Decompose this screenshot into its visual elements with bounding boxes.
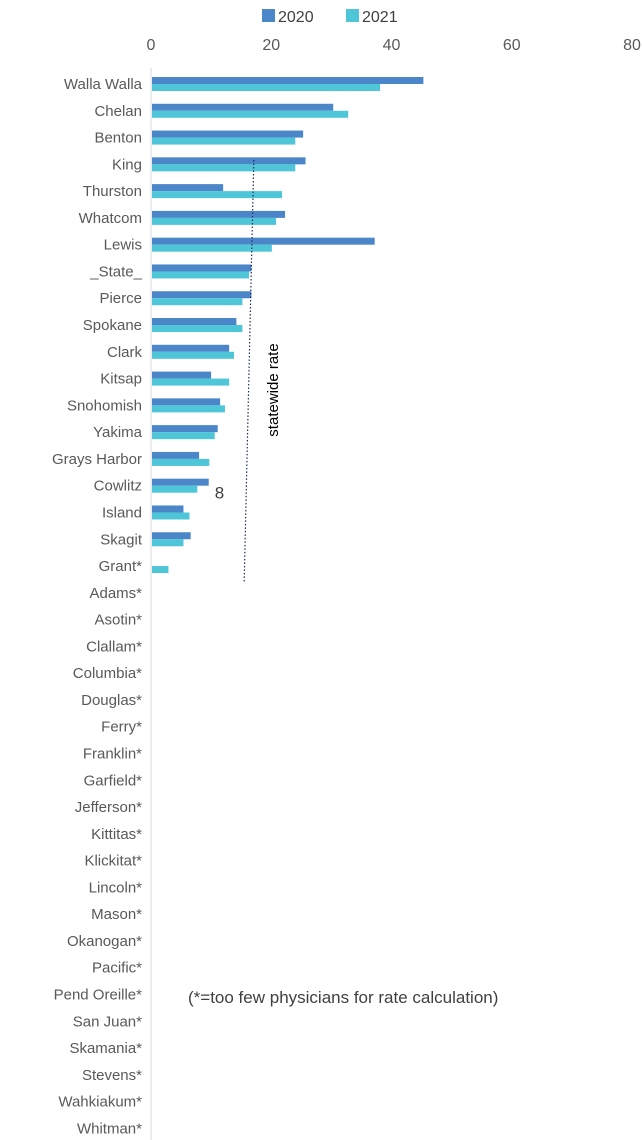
category-label: San Juan* — [73, 1013, 142, 1030]
bar-2020 — [152, 505, 184, 513]
bar-2021 — [152, 271, 250, 279]
category-label: Cowlitz — [94, 478, 142, 495]
category-label: Klickitat* — [84, 853, 142, 870]
category-label: Adams* — [89, 585, 142, 602]
category-axis: Walla Walla Chelan Benton King Thurston Whatc… — [52, 68, 152, 1140]
bar-2021 — [152, 405, 225, 413]
bar-2021 — [152, 351, 234, 359]
bar-2021 — [152, 84, 381, 91]
bar-2021 — [152, 458, 210, 466]
bar-2020 — [152, 344, 230, 352]
bar-2021 — [152, 512, 190, 520]
category-label: Yakima — [93, 424, 143, 441]
bar-2021 — [152, 217, 277, 225]
category-label: Mason* — [91, 906, 142, 923]
legend-swatch-2021 — [346, 9, 359, 22]
bar-2020 — [152, 157, 306, 165]
category-label: Clallam* — [86, 638, 142, 655]
category-label: Skagit — [100, 531, 143, 548]
bar-2021 — [152, 110, 349, 118]
category-label: Okanogan* — [67, 933, 142, 950]
statewide-reference: statewide rate — [243, 159, 282, 583]
category-label: Grays Harbor — [52, 451, 142, 468]
bar-2021 — [152, 485, 198, 493]
statewide-rate-label: statewide rate — [265, 343, 282, 436]
category-label: Kitsap — [100, 371, 142, 388]
bar-2021 — [152, 164, 296, 172]
category-label: Benton — [94, 130, 142, 147]
bar-2020 — [152, 425, 218, 433]
category-label: Whatcom — [79, 210, 142, 227]
x-tick-label: 20 — [262, 37, 280, 54]
bar-2020 — [152, 478, 209, 486]
bar-2020 — [152, 184, 224, 192]
category-label: Grant* — [99, 558, 143, 575]
legend-label-2021: 2021 — [362, 9, 398, 26]
bar-2021 — [152, 137, 296, 145]
x-tick-label: 80 — [623, 37, 641, 54]
category-label: Columbia* — [73, 665, 142, 682]
category-label: Franklin* — [83, 746, 142, 763]
bar-2021 — [152, 539, 184, 547]
category-label: Walla Walla — [64, 76, 143, 93]
category-label: Douglas* — [81, 692, 142, 709]
category-label: Lincoln* — [89, 879, 143, 896]
bar-2020 — [152, 318, 237, 326]
bar-2020 — [152, 291, 252, 299]
category-label: King — [112, 156, 142, 173]
category-label: Wahkiakum* — [58, 1094, 142, 1111]
bar-2020 — [152, 130, 304, 138]
bar-2020 — [152, 237, 375, 245]
category-label: Clark — [107, 344, 143, 361]
category-label: Stevens* — [82, 1067, 142, 1084]
bar-2021 — [152, 566, 169, 574]
bar-2020 — [152, 398, 221, 406]
x-tick-label: 40 — [383, 37, 401, 54]
bar-2021 — [152, 191, 283, 199]
legend: 2020 2021 — [262, 9, 398, 26]
category-label: Garfield* — [84, 772, 143, 789]
category-label: Pierce — [99, 290, 142, 307]
bar-2021 — [152, 378, 230, 386]
footnote: (*=too few physicians for rate calculati… — [188, 988, 498, 1007]
bar-2020 — [152, 451, 200, 459]
bar-2020 — [152, 77, 424, 84]
bar-2021 — [152, 432, 215, 440]
bar-2020 — [152, 532, 191, 540]
category-label: Whitman* — [77, 1120, 142, 1137]
bar-2021 — [152, 325, 243, 333]
bars: 8 — [152, 77, 424, 574]
statewide-rate-line — [243, 159, 255, 583]
category-label: Lewis — [104, 237, 142, 254]
legend-label-2020: 2020 — [278, 9, 314, 26]
x-axis: 0 20 40 60 80 — [147, 37, 641, 54]
category-label: Island — [102, 504, 142, 521]
category-label: Pacific* — [92, 960, 142, 977]
x-tick-label: 0 — [147, 37, 156, 54]
bar-2020 — [152, 210, 286, 218]
category-label: Kittitas* — [91, 826, 142, 843]
bar-2021 — [152, 244, 272, 252]
category-label: Jefferson* — [75, 799, 142, 816]
category-label: _State_ — [89, 263, 142, 280]
data-label: 8 — [215, 484, 224, 503]
x-tick-label: 60 — [503, 37, 521, 54]
category-label: Spokane — [83, 317, 142, 334]
category-label: Ferry* — [101, 719, 142, 736]
bar-2020 — [152, 103, 334, 111]
bar-2020 — [152, 371, 212, 379]
bar-2020 — [152, 264, 252, 272]
legend-swatch-2020 — [262, 9, 275, 22]
category-label: Pend Oreille* — [54, 987, 143, 1004]
category-label: Snohomish — [67, 397, 142, 414]
category-label: Thurston — [83, 183, 142, 200]
category-label: Chelan — [94, 103, 142, 120]
bar-2021 — [152, 298, 243, 306]
category-label: Asotin* — [94, 612, 142, 629]
category-label: Skamania* — [69, 1040, 142, 1057]
